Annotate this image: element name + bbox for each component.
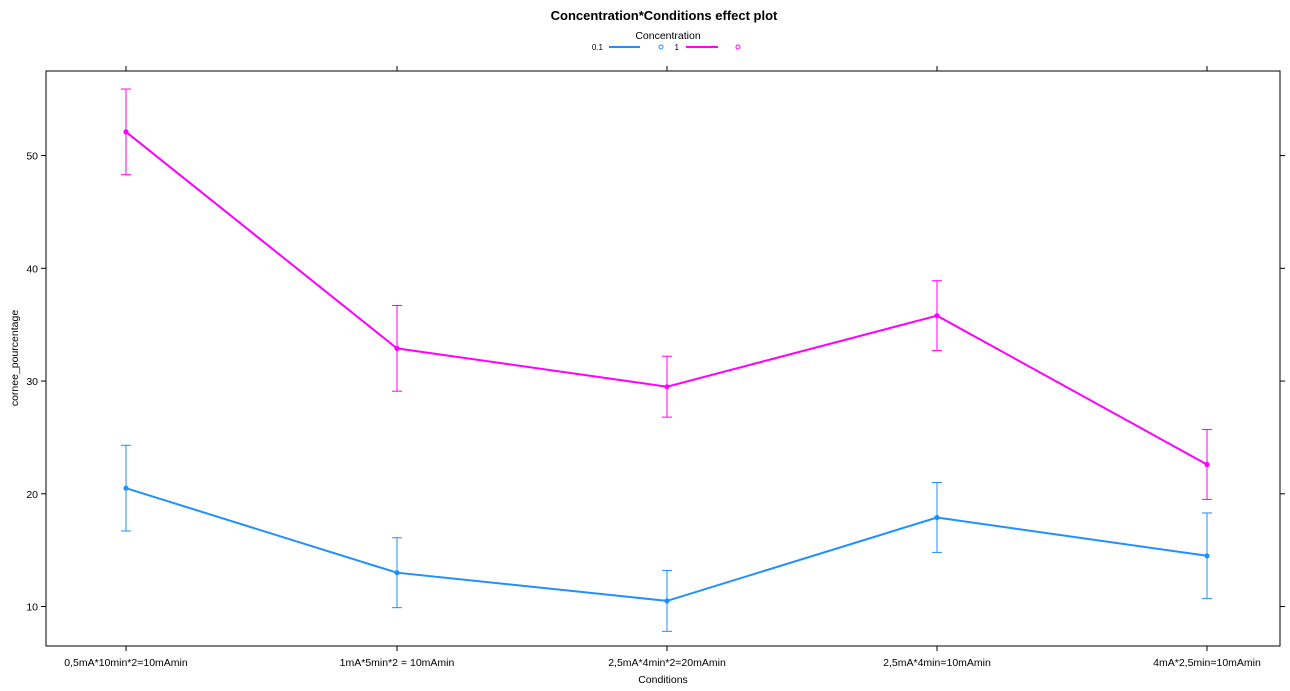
series-1 xyxy=(121,88,1212,500)
y-tick-label: 50 xyxy=(26,151,38,163)
legend-label-0: 0.1 xyxy=(592,43,604,52)
legend-label-1: 1 xyxy=(675,43,680,52)
y-axis-title: cornee_pourcentage xyxy=(9,310,21,406)
x-tick-label: 2,5mA*4min*2=20mAmin xyxy=(608,657,726,669)
data-point xyxy=(934,313,940,319)
plot-frame xyxy=(45,70,1281,647)
y-tick-label: 30 xyxy=(26,376,38,388)
data-point xyxy=(934,514,940,521)
x-axis-title: Conditions xyxy=(638,674,688,686)
legend-point-series-1 xyxy=(735,44,741,50)
legend-point-series-0 xyxy=(658,44,664,50)
x-tick-label: 1mA*5min*2 = 10mAmin xyxy=(340,657,455,669)
y-tick-label: 10 xyxy=(26,602,38,614)
data-point xyxy=(1204,553,1210,559)
axes: 0,5mA*10min*2=10mAmin 1mA*5min*2 = 10mAmi… xyxy=(26,66,1285,669)
y-tick-label: 20 xyxy=(26,489,38,501)
legend-title: Concentration xyxy=(635,30,701,42)
data-point xyxy=(394,345,400,351)
x-tick-label: 2,5mA*4min=10mAmin xyxy=(883,657,991,669)
data-point xyxy=(394,570,400,576)
data-point xyxy=(664,598,670,604)
chart-title: Concentration*Conditions effect plot xyxy=(551,8,778,23)
legend: Concentration 0.1 1 xyxy=(592,30,741,52)
data-point xyxy=(1204,461,1210,468)
data-point xyxy=(664,384,670,390)
data-point xyxy=(123,129,129,135)
x-tick-label: 0,5mA*10min*2=10mAmin xyxy=(64,657,188,669)
x-tick-label: 4mA*2,5min=10mAmin xyxy=(1153,657,1261,669)
series-layer xyxy=(121,88,1212,632)
series-0 xyxy=(121,444,1212,632)
y-tick-label: 40 xyxy=(26,263,38,275)
data-point xyxy=(123,485,129,491)
